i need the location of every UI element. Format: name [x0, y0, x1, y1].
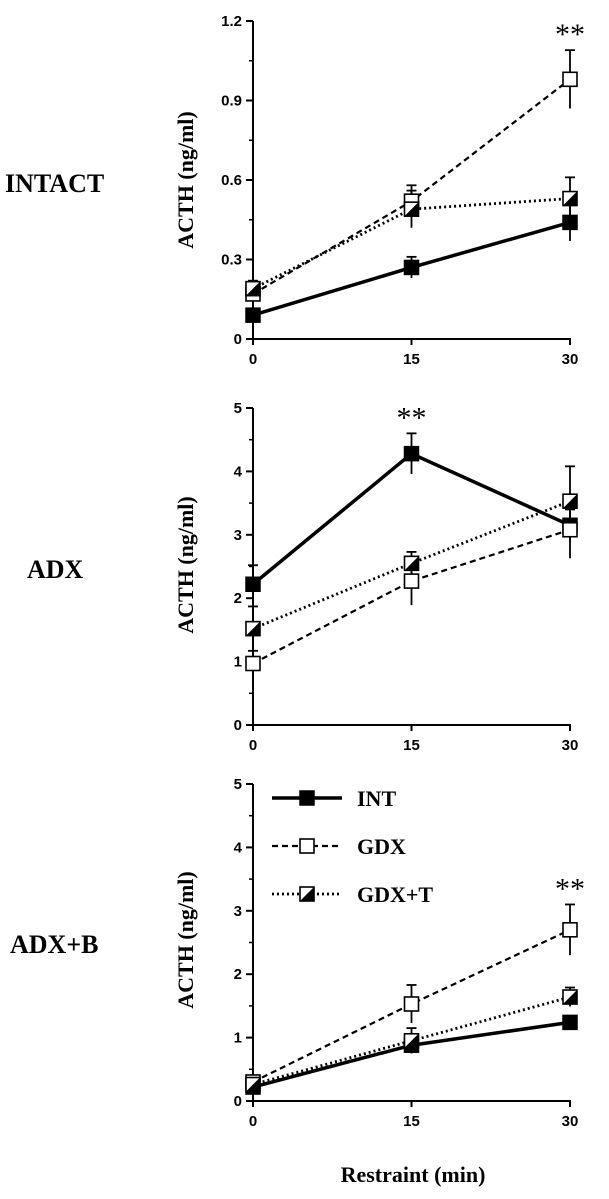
y-tick-label: 2 [234, 590, 242, 607]
x-tick-label: 30 [562, 737, 579, 754]
x-axis-label: Restraint (min) [341, 1162, 486, 1187]
data-point-gdx-t-fill [563, 191, 577, 206]
panel-intact: 0 0.3 0.6 0.9 1.2 0 15 30 ** [221, 13, 585, 368]
data-point-int [562, 214, 578, 231]
data-point-int [403, 445, 420, 462]
panel-label-adx: ADX [27, 555, 84, 584]
data-point-gdx-t-fill [246, 621, 260, 636]
data-point-gdx-t-fill [404, 202, 419, 217]
x-tick-label: 15 [403, 351, 420, 368]
legend-label-int: INT [357, 786, 396, 811]
y-axis-label-adx: ACTH (ng/ml) [173, 496, 198, 634]
y-tick-label: 4 [234, 839, 243, 856]
y-tick-label: 0 [234, 331, 242, 348]
panel-adx: 0 1 2 3 4 5 0 15 30 ** [234, 400, 579, 754]
panel-label-intact: INTACT [5, 169, 104, 198]
y-tick-label: 5 [234, 400, 242, 417]
data-point-gdx [245, 655, 261, 672]
data-point-gdx-t-fill [563, 990, 577, 1005]
y-tick-label: 0 [234, 1093, 242, 1110]
data-point-int [562, 1014, 578, 1031]
y-tick-label: 0.9 [221, 93, 242, 110]
legend-marker-gdx-t-fill [300, 887, 314, 901]
data-point-gdx-t-fill [563, 494, 577, 509]
significance-marker: ** [555, 872, 585, 905]
legend: INT GDX GDX+T [272, 786, 433, 907]
y-tick-label: 3 [234, 903, 242, 920]
data-point-gdx [403, 996, 420, 1012]
series-line-gdx [252, 928, 571, 1083]
x-tick-label: 30 [562, 351, 579, 368]
panel-adx-b: 0 1 2 3 4 5 0 15 30 ** [234, 776, 585, 1130]
data-point-gdx-t-fill [404, 1033, 419, 1048]
y-tick-label: 3 [234, 527, 242, 544]
data-point-int [245, 307, 261, 323]
y-tick-label: 0.6 [221, 172, 242, 189]
axes: 0 1 2 3 4 5 0 15 30 [234, 776, 579, 1130]
data-point-gdx [562, 521, 578, 538]
data-point-int [245, 576, 261, 593]
y-tick-label: 0 [234, 717, 242, 734]
data-point-int [403, 259, 420, 276]
y-tick-label: 5 [234, 776, 242, 793]
data-point-gdx [403, 573, 420, 589]
y-axis-label-intact: ACTH (ng/ml) [173, 111, 198, 249]
x-tick-label: 30 [562, 1113, 579, 1130]
legend-label-gdx-t: GDX+T [357, 882, 433, 907]
y-tick-label: 1 [234, 654, 242, 671]
panel-label-adx-b: ADX+B [10, 930, 99, 959]
y-tick-label: 2 [234, 966, 242, 983]
data-point-gdx-t-fill [246, 1077, 260, 1092]
data-point-gdx-t-fill [404, 556, 419, 571]
y-axis-label-adx-b: ACTH (ng/ml) [173, 871, 198, 1009]
significance-marker: ** [555, 18, 585, 51]
y-tick-label: 1 [234, 1030, 242, 1047]
x-tick-label: 0 [249, 351, 257, 368]
legend-label-gdx: GDX [357, 834, 406, 859]
x-tick-label: 15 [403, 737, 420, 754]
legend-marker-int [299, 790, 315, 806]
data-point-gdx [562, 922, 578, 938]
legend-marker-gdx [299, 838, 315, 854]
significance-marker: ** [397, 401, 427, 434]
x-tick-label: 15 [403, 1113, 420, 1130]
axes: 0 0.3 0.6 0.9 1.2 0 15 30 [221, 13, 578, 368]
data-point-gdx [562, 71, 578, 88]
y-tick-label: 1.2 [221, 13, 242, 30]
x-tick-label: 0 [249, 1113, 257, 1130]
x-tick-label: 0 [249, 737, 257, 754]
y-tick-label: 4 [234, 463, 243, 480]
y-tick-label: 0.3 [221, 252, 242, 269]
data-point-gdx-t-fill [246, 281, 260, 296]
